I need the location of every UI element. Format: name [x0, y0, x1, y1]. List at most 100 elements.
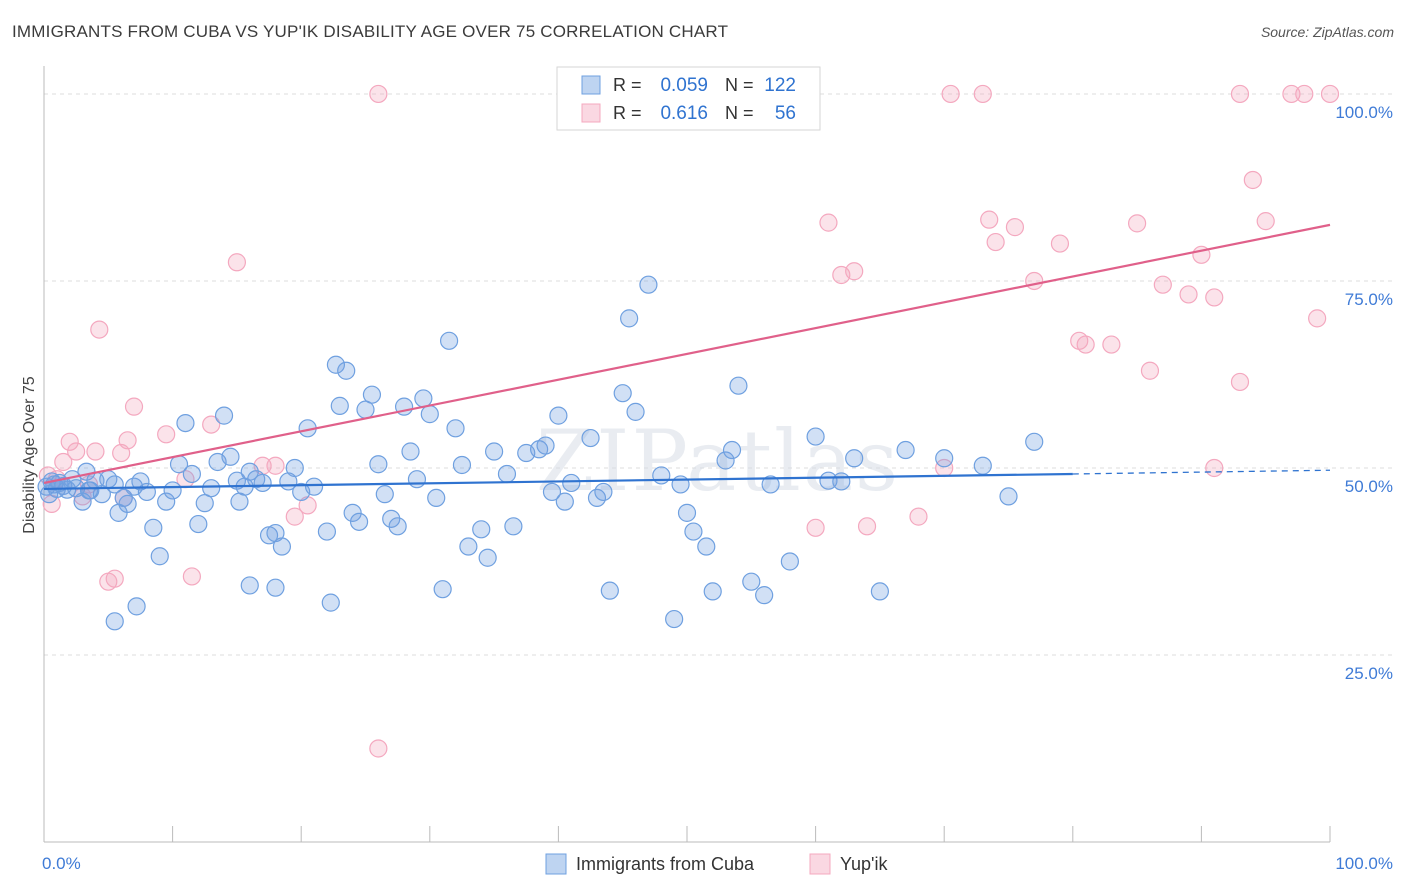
- data-point: [832, 472, 851, 491]
- data-point: [941, 84, 960, 104]
- data-point: [973, 84, 992, 104]
- y-tick-labels: 25.0% 50.0% 75.0% 100.0%: [1335, 103, 1393, 683]
- data-points: [37, 84, 1340, 758]
- data-point: [86, 442, 105, 461]
- y-tick-label: 75.0%: [1345, 290, 1393, 309]
- data-point: [144, 518, 163, 537]
- data-point: [285, 458, 304, 478]
- data-point: [1295, 84, 1314, 104]
- bottom-legend-swatch: [809, 853, 831, 875]
- data-point: [716, 451, 735, 470]
- data-point: [1256, 212, 1275, 231]
- data-point: [427, 488, 446, 508]
- data-point: [819, 213, 838, 232]
- data-point: [1127, 214, 1147, 233]
- data-point: [1282, 84, 1301, 104]
- data-point: [337, 361, 356, 380]
- chart-title: IMMIGRANTS FROM CUBA VS YUP'IK DISABILIT…: [12, 22, 729, 41]
- data-point: [729, 376, 748, 395]
- data-point: [330, 396, 349, 415]
- data-point: [304, 477, 324, 496]
- data-point: [414, 389, 433, 408]
- data-point: [665, 609, 684, 629]
- data-point: [272, 537, 292, 556]
- legend-swatch: [581, 75, 601, 95]
- data-point: [1243, 170, 1262, 190]
- legend-n-label: N =: [725, 103, 754, 123]
- legend-n-value: 122: [764, 75, 796, 96]
- data-point: [677, 503, 697, 522]
- data-point: [973, 456, 992, 475]
- chart-source: Source: ZipAtlas.com: [1260, 24, 1394, 40]
- data-point: [105, 569, 124, 588]
- data-point: [253, 473, 272, 493]
- data-point: [542, 482, 562, 502]
- data-point: [240, 462, 259, 481]
- data-point: [446, 419, 465, 438]
- data-point: [845, 262, 864, 281]
- data-point: [755, 586, 774, 605]
- data-point: [1153, 275, 1172, 294]
- data-point: [1320, 84, 1340, 104]
- data-point: [182, 464, 201, 484]
- data-point: [1205, 458, 1224, 478]
- data-point: [124, 397, 144, 416]
- data-point: [613, 384, 632, 403]
- data-point: [1025, 432, 1044, 451]
- data-point: [504, 517, 523, 536]
- trend-extension-cuba: [1072, 469, 1331, 475]
- data-point: [79, 481, 99, 500]
- data-point: [118, 431, 137, 450]
- bottom-legend: Immigrants from Cuba Yup'ik: [545, 853, 888, 875]
- legend-n-label: N =: [725, 75, 754, 95]
- legend: R = 0.059 N = 122 R = 0.616 N = 56: [556, 66, 821, 131]
- data-point: [806, 518, 825, 537]
- data-point: [536, 436, 555, 455]
- data-point: [555, 492, 574, 511]
- data-point: [266, 456, 285, 475]
- trend-lines: [43, 223, 1331, 491]
- data-point: [485, 442, 504, 461]
- legend-swatch: [581, 103, 601, 123]
- data-point: [639, 275, 658, 294]
- legend-r-label: R =: [613, 103, 642, 123]
- data-point: [600, 581, 619, 600]
- data-point: [163, 481, 182, 500]
- data-point: [1050, 234, 1070, 253]
- data-point: [806, 427, 825, 446]
- legend-r-label: R =: [613, 75, 642, 95]
- data-point: [472, 520, 491, 539]
- data-point: [1025, 271, 1044, 291]
- data-point: [221, 447, 240, 466]
- data-point: [742, 572, 761, 591]
- data-point: [697, 537, 716, 556]
- data-point: [401, 442, 420, 461]
- data-point: [652, 466, 671, 485]
- y-tick-label: 50.0%: [1345, 477, 1393, 496]
- data-point: [1140, 361, 1160, 380]
- trend-line-cuba: [43, 472, 1073, 491]
- x-tick-label: 0.0%: [42, 854, 81, 873]
- data-point: [118, 494, 137, 513]
- data-point: [137, 482, 156, 502]
- data-point: [375, 485, 394, 504]
- data-point: [131, 472, 150, 491]
- data-point: [157, 425, 176, 444]
- data-point: [452, 455, 472, 475]
- data-point: [105, 612, 124, 631]
- x-tick-labels: 0.0% 100.0%: [42, 854, 1393, 873]
- y-tick-label: 100.0%: [1335, 103, 1393, 122]
- data-point: [1230, 84, 1250, 104]
- data-point: [986, 232, 1005, 252]
- data-point: [497, 464, 517, 484]
- data-point: [369, 455, 388, 474]
- data-point: [227, 253, 246, 272]
- data-point: [150, 547, 169, 566]
- legend-box: [556, 66, 821, 131]
- data-point: [202, 479, 221, 498]
- data-point: [321, 593, 340, 612]
- data-point: [935, 449, 954, 468]
- data-point: [896, 440, 915, 460]
- data-point: [980, 210, 999, 229]
- series-cuba-points: [37, 275, 1044, 631]
